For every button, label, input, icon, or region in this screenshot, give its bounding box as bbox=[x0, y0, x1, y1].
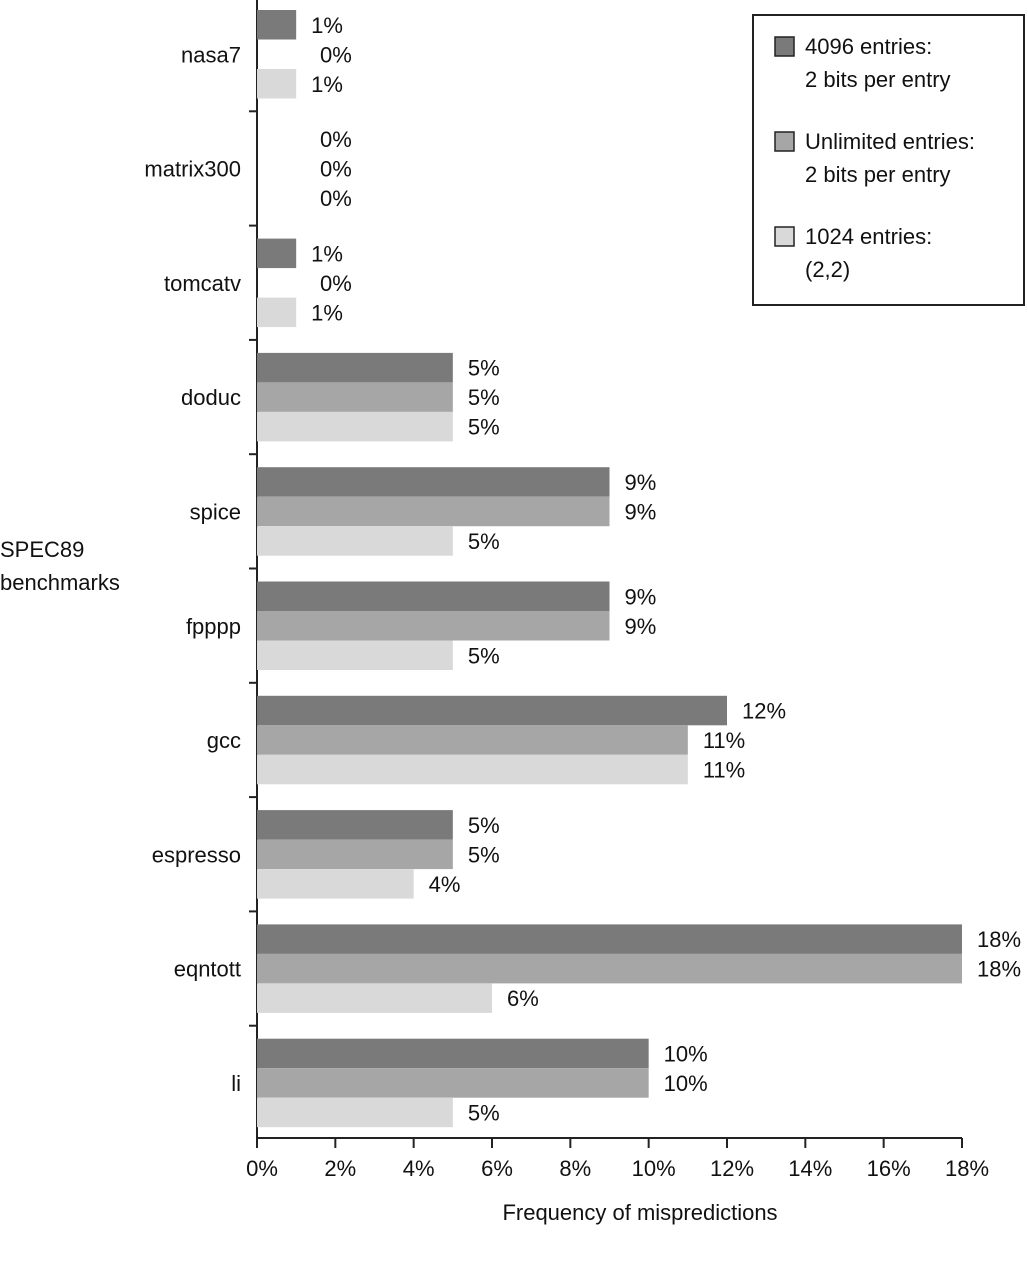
bar bbox=[257, 640, 453, 670]
bar-value-label: 10% bbox=[664, 1071, 708, 1096]
legend-label: 2 bits per entry bbox=[805, 162, 951, 187]
bar-value-label: 9% bbox=[625, 584, 657, 609]
category-label: nasa7 bbox=[181, 42, 241, 67]
legend-swatch bbox=[774, 226, 795, 247]
bar bbox=[257, 810, 453, 840]
legend-label: Unlimited entries: bbox=[805, 129, 975, 154]
bar-value-label: 0% bbox=[320, 42, 352, 67]
bar bbox=[257, 382, 453, 412]
bar-value-label: 1% bbox=[311, 300, 343, 325]
bar-value-label: 5% bbox=[468, 356, 500, 381]
bar-value-label: 12% bbox=[742, 699, 786, 724]
bar bbox=[257, 297, 297, 328]
legend-label: 2 bits per entry bbox=[805, 67, 951, 92]
x-tick-label: 0% bbox=[246, 1156, 278, 1181]
x-tick-label: 16% bbox=[867, 1156, 911, 1181]
bar bbox=[257, 754, 688, 785]
y-axis-title-line: benchmarks bbox=[0, 570, 120, 595]
category-label: doduc bbox=[181, 385, 241, 410]
category-label: espresso bbox=[152, 842, 241, 867]
x-tick-label: 6% bbox=[481, 1156, 513, 1181]
bar bbox=[257, 352, 453, 383]
category-label: matrix300 bbox=[144, 157, 241, 182]
bar bbox=[257, 581, 610, 611]
bar-value-label: 9% bbox=[625, 499, 657, 524]
bar bbox=[257, 869, 414, 899]
x-tick-label: 2% bbox=[324, 1156, 356, 1181]
bar-value-label: 0% bbox=[320, 186, 352, 211]
legend: 4096 entries: 2 bits per entry Unlimited e… bbox=[752, 14, 1025, 306]
bars: nasa7 1% 0% 1% matrix300 0% 0% 0% tomcatv 1% 0% 1% d… bbox=[144, 10, 1021, 1128]
legend-swatch bbox=[774, 131, 795, 152]
bar-value-label: 1% bbox=[311, 13, 343, 38]
bar bbox=[257, 496, 610, 527]
x-tick-label: 8% bbox=[559, 1156, 591, 1181]
legend-box bbox=[752, 14, 1025, 306]
bar bbox=[257, 983, 492, 1013]
x-tick-label: 4% bbox=[403, 1156, 435, 1181]
legend-label: 1024 entries: bbox=[805, 224, 932, 249]
x-tick-label: 12% bbox=[710, 1156, 754, 1181]
x-tick-label: 10% bbox=[632, 1156, 676, 1181]
category-label: fpppp bbox=[186, 614, 241, 639]
bar-value-label: 5% bbox=[468, 813, 500, 838]
bar-value-label: 0% bbox=[320, 127, 352, 152]
bar bbox=[257, 1097, 453, 1128]
bar-value-label: 5% bbox=[468, 529, 500, 554]
bar bbox=[257, 695, 727, 726]
y-axis-title-line: SPEC89 bbox=[0, 537, 84, 562]
bar bbox=[257, 611, 610, 641]
bar bbox=[257, 238, 297, 269]
bar-value-label: 1% bbox=[311, 241, 343, 266]
x-tick-label: 14% bbox=[788, 1156, 832, 1181]
bar bbox=[257, 69, 297, 99]
axes: 0% 2% 4% 6% 8% 10% 12% 14% 16% 18% Frequency of mi… bbox=[246, 0, 989, 1225]
bar-value-label: 6% bbox=[507, 986, 539, 1011]
bar-value-label: 1% bbox=[311, 72, 343, 97]
bar-value-label: 9% bbox=[625, 470, 657, 495]
bar-value-label: 5% bbox=[468, 1100, 500, 1125]
bar bbox=[257, 411, 453, 442]
bar-value-label: 18% bbox=[977, 957, 1021, 982]
bar bbox=[257, 839, 453, 870]
bar bbox=[257, 953, 962, 984]
category-label: spice bbox=[190, 499, 241, 524]
bar bbox=[257, 924, 962, 954]
bar bbox=[257, 725, 688, 755]
bar bbox=[257, 1038, 649, 1069]
bar-value-label: 11% bbox=[703, 728, 745, 753]
bar-value-label: 5% bbox=[468, 643, 500, 668]
category-label: gcc bbox=[207, 728, 241, 753]
legend-label: (2,2) bbox=[805, 257, 850, 282]
bar-value-label: 0% bbox=[320, 157, 352, 182]
bar-value-label: 11% bbox=[703, 758, 745, 783]
category-label: li bbox=[231, 1071, 241, 1096]
bar-value-label: 9% bbox=[625, 614, 657, 639]
category-label: tomcatv bbox=[164, 271, 241, 296]
bar bbox=[257, 526, 453, 556]
bar bbox=[257, 10, 297, 40]
bar-value-label: 0% bbox=[320, 271, 352, 296]
legend-label: 4096 entries: bbox=[805, 34, 932, 59]
bar-value-label: 5% bbox=[468, 415, 500, 440]
bar bbox=[257, 467, 610, 497]
bar-value-label: 5% bbox=[468, 385, 500, 410]
x-axis-title: Frequency of mispredictions bbox=[502, 1200, 777, 1225]
bar-value-label: 18% bbox=[977, 927, 1021, 952]
legend-swatch bbox=[774, 36, 795, 57]
bar-value-label: 10% bbox=[664, 1041, 708, 1066]
bar-value-label: 4% bbox=[429, 872, 461, 897]
x-tick-label: 18% bbox=[945, 1156, 989, 1181]
category-label: eqntott bbox=[174, 957, 241, 982]
y-axis-title: SPEC89 benchmarks bbox=[0, 537, 120, 595]
bar-value-label: 5% bbox=[468, 842, 500, 867]
bar bbox=[257, 1068, 649, 1098]
